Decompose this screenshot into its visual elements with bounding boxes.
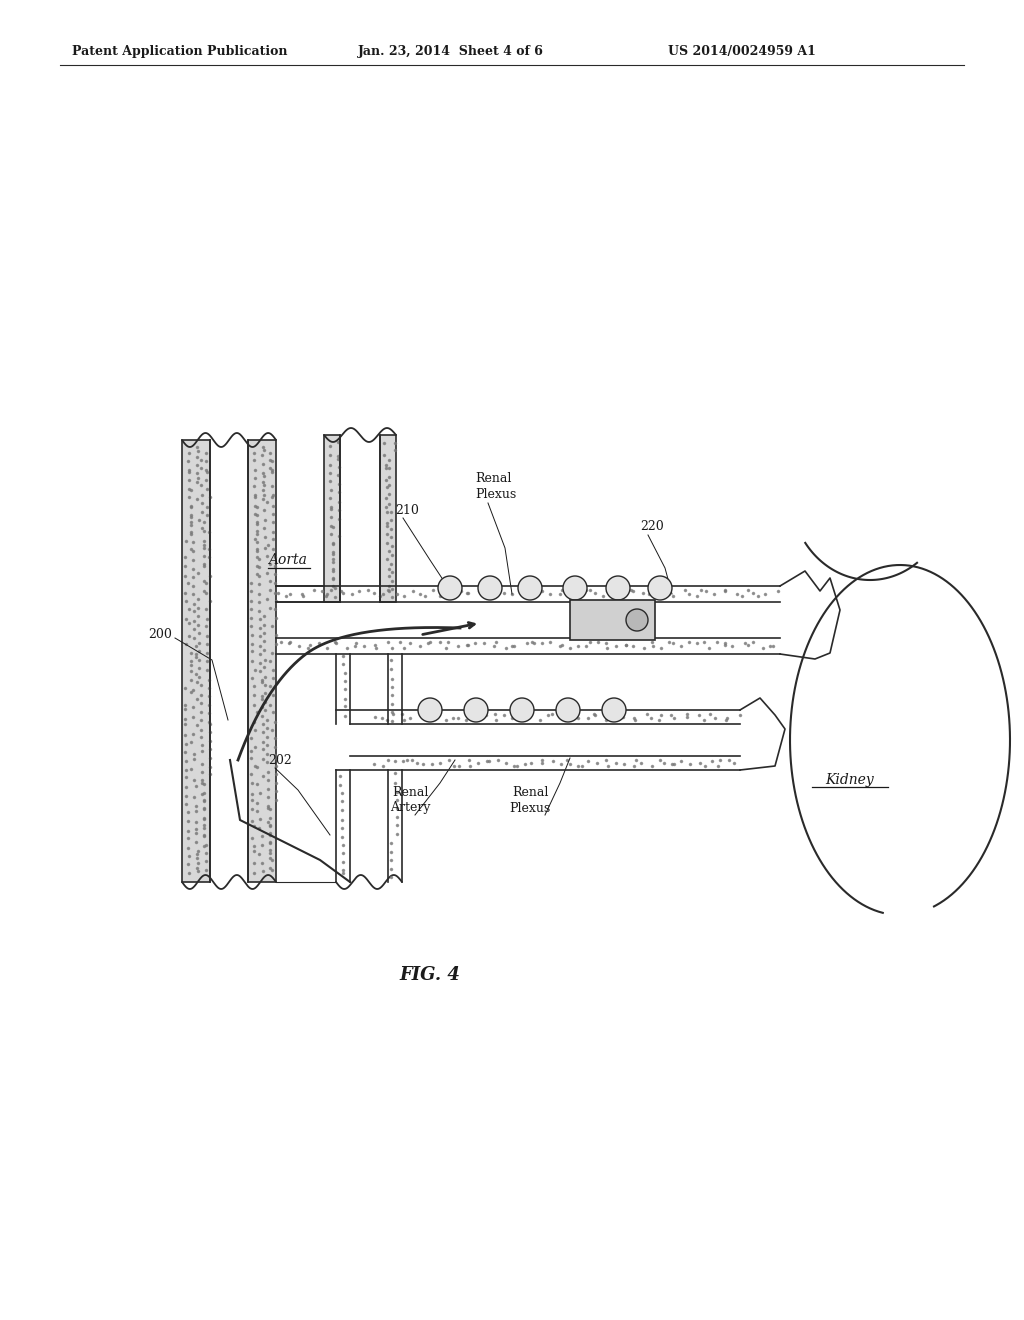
Circle shape [556, 698, 580, 722]
Circle shape [648, 576, 672, 601]
Text: 200: 200 [148, 628, 172, 642]
Text: Renal
Plexus: Renal Plexus [475, 473, 516, 502]
Text: Patent Application Publication: Patent Application Publication [72, 45, 288, 58]
Text: Jan. 23, 2014  Sheet 4 of 6: Jan. 23, 2014 Sheet 4 of 6 [358, 45, 544, 58]
Bar [248, 440, 276, 882]
Text: 202: 202 [268, 754, 292, 767]
Text: FIG. 4: FIG. 4 [399, 966, 461, 983]
Circle shape [626, 609, 648, 631]
Bar [570, 601, 655, 640]
Circle shape [478, 576, 502, 601]
Circle shape [438, 576, 462, 601]
Text: US 2014/0024959 A1: US 2014/0024959 A1 [668, 45, 816, 58]
Circle shape [510, 698, 534, 722]
Circle shape [563, 576, 587, 601]
Text: 210: 210 [395, 503, 419, 516]
Circle shape [606, 576, 630, 601]
Text: Renal
Plexus: Renal Plexus [509, 785, 551, 814]
Text: Aorta: Aorta [268, 553, 307, 568]
Bar [182, 440, 210, 882]
Text: Renal
Artery: Renal Artery [390, 785, 430, 814]
Bar [380, 436, 396, 602]
Circle shape [464, 698, 488, 722]
Text: Kidney: Kidney [825, 774, 874, 787]
Circle shape [518, 576, 542, 601]
Bar [324, 436, 340, 602]
Circle shape [602, 698, 626, 722]
Circle shape [418, 698, 442, 722]
Text: 220: 220 [640, 520, 664, 533]
